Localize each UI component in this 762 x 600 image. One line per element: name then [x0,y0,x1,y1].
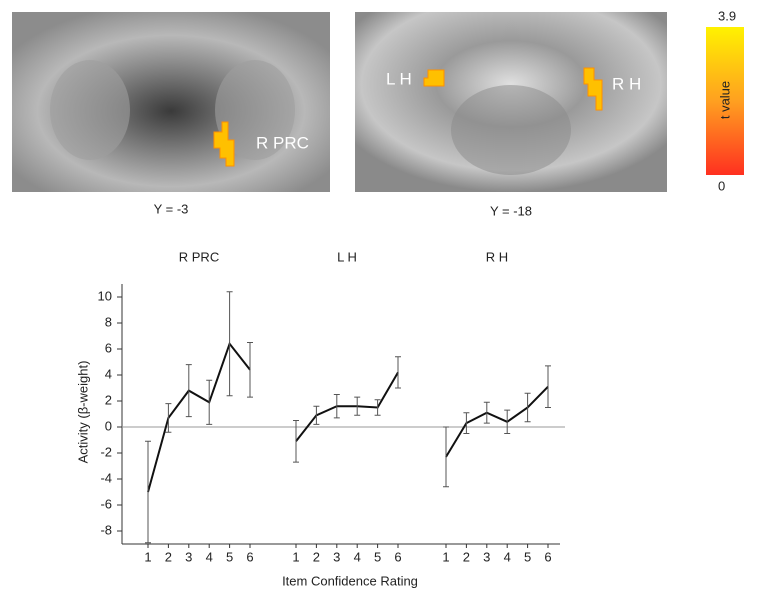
y-tick-label: -6 [100,496,112,511]
activation-blob [213,121,235,167]
x-tick-label: 4 [206,549,213,564]
panel-title: L H [337,249,357,264]
error-bar [443,426,449,488]
x-tick-label: 1 [442,549,449,564]
image-label: L H [386,69,412,88]
y-tick-label: 10 [98,288,112,303]
x-tick-label: 4 [504,549,511,564]
x-tick-label: 5 [226,549,233,564]
brain-structure [50,60,130,160]
colorbar-title: t value [717,81,732,119]
x-tick-label: 1 [144,549,151,564]
x-tick-label: 2 [463,549,470,564]
colorbar [706,27,744,175]
x-tick-label: 3 [483,549,490,564]
x-tick-label: 5 [374,549,381,564]
y-tick-label: 4 [105,366,112,381]
data-line [445,385,549,458]
activation-blob [583,67,603,111]
data-line [295,371,399,442]
brain-structure [215,60,295,160]
y-tick-label: -4 [100,470,112,485]
colorbar-tick-label: 3.9 [718,8,736,23]
y-tick-label: -2 [100,444,112,459]
error-bar [185,364,192,418]
x-tick-label: 6 [544,549,551,564]
x-tick-label: 6 [394,549,401,564]
data-line [147,341,251,493]
error-bar [504,409,511,434]
error-bar [524,392,531,423]
x-tick-label: 3 [333,549,340,564]
image-label: R H [612,74,641,93]
error-bar [545,365,551,408]
colorbar-tick-label: 0 [718,178,725,193]
panel-title: R PRC [179,249,219,264]
brain-structure [451,85,571,175]
x-tick-label: 6 [246,549,253,564]
y-tick-label: 8 [105,314,112,329]
x-tick-label: 4 [354,549,361,564]
x-tick-label: 5 [524,549,531,564]
error-bar [374,399,381,416]
error-bar [293,420,299,463]
x-axis-label: Item Confidence Rating [282,573,418,588]
error-bar [165,403,172,433]
error-bar [226,291,233,397]
panel-title: R H [486,249,508,264]
error-bar [354,396,361,416]
error-bar [483,401,490,424]
x-tick-label: 2 [165,549,172,564]
error-bar [145,440,151,544]
y-tick-label: 2 [105,392,112,407]
error-bar [247,342,253,398]
x-tick-label: 3 [185,549,192,564]
x-tick-label: 1 [292,549,299,564]
y-axis-label: Activity (β-weight) [75,361,90,464]
y-tick-label: -8 [100,522,112,537]
y-tick-label: 6 [105,340,112,355]
activation-blob [423,69,445,87]
image-caption: Y = -18 [490,203,532,218]
image-label: R PRC [256,133,309,152]
x-tick-label: 2 [313,549,320,564]
error-bar [333,394,340,419]
error-bar [206,379,213,425]
error-bar [395,356,401,389]
image-caption: Y = -3 [154,201,189,216]
error-bar [313,405,320,425]
y-tick-label: 0 [105,418,112,433]
error-bar [463,412,470,434]
